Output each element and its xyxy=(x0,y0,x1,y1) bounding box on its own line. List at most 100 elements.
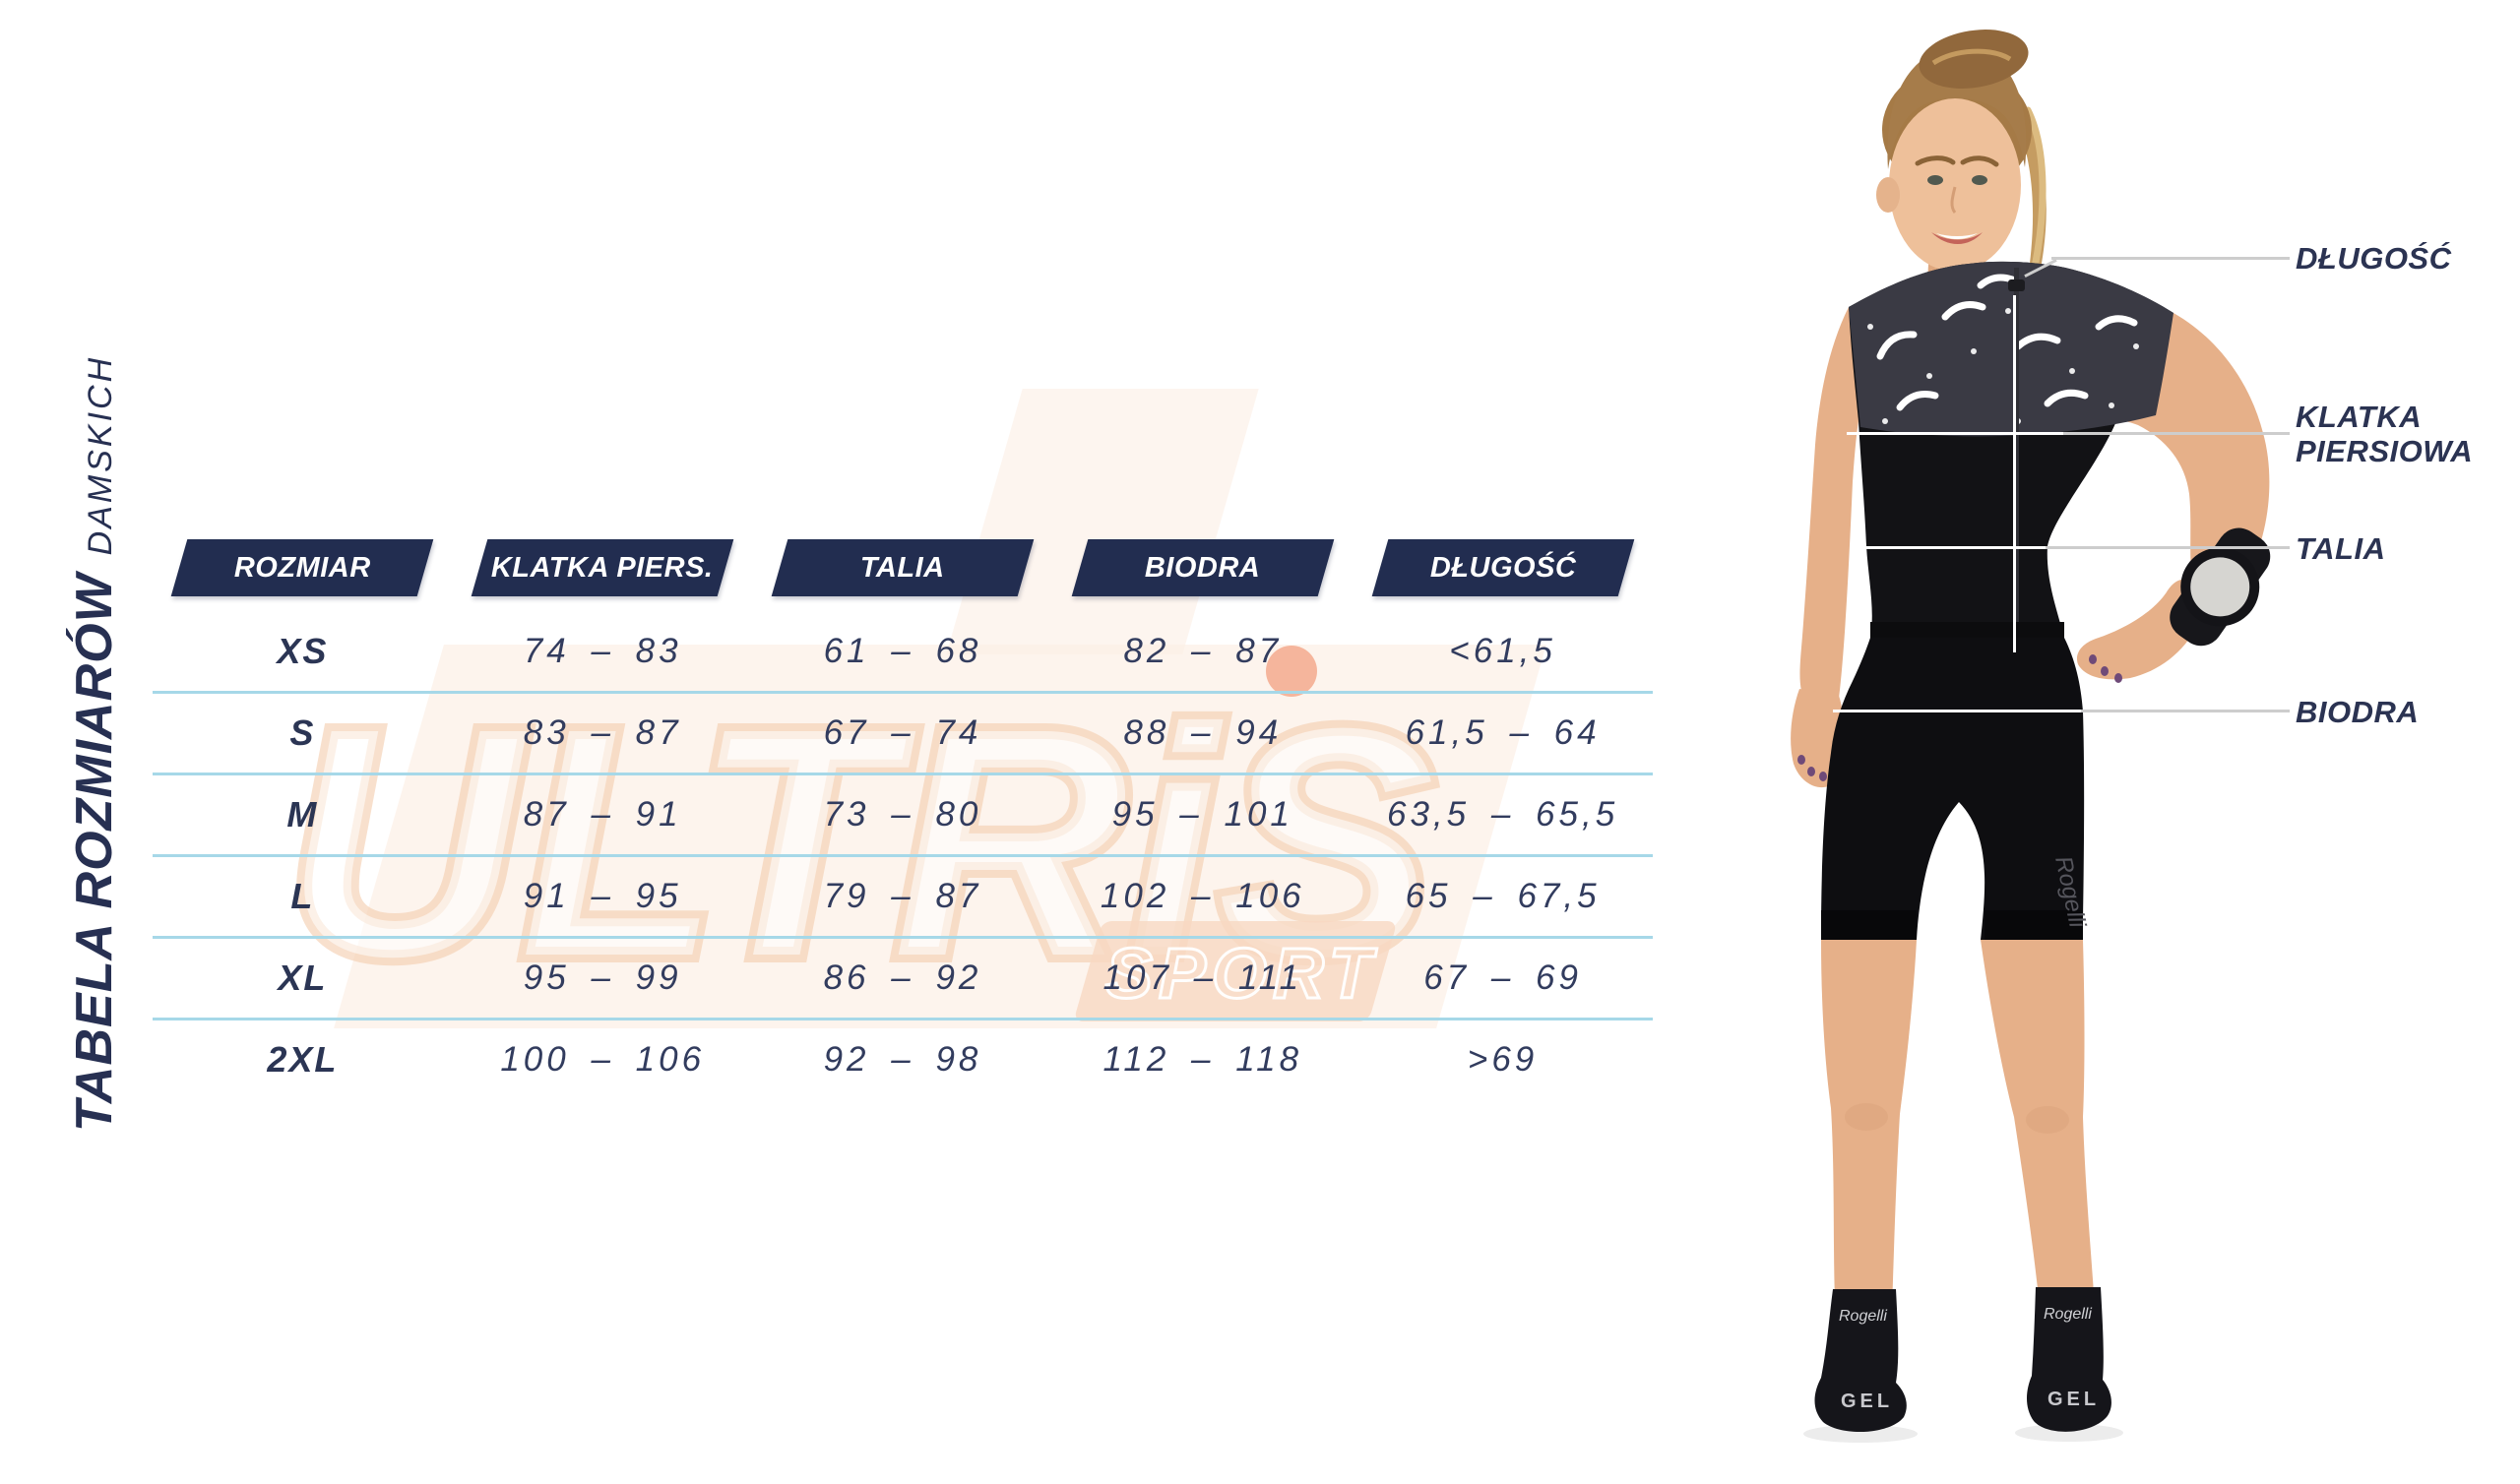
eye xyxy=(1972,175,1987,185)
watermark-brand-svg: ULTRiS xyxy=(278,646,1444,1031)
waist-line-body xyxy=(1863,546,2046,549)
chest-line xyxy=(2063,432,2290,435)
row-divider xyxy=(153,691,1653,694)
watermark-sport-text: SPORT xyxy=(1105,935,1378,1014)
cell-waist: 61 – 68 xyxy=(823,632,982,670)
table-row-l: L 91 – 95 79 – 87 102 – 106 65 – 67,5 xyxy=(153,857,1653,936)
cell-chest: 95 – 99 xyxy=(523,958,682,997)
pattern-crescents xyxy=(1876,274,2138,411)
nail xyxy=(2089,654,2097,664)
label-waist: TALIA xyxy=(2296,531,2386,566)
center-measure-line xyxy=(2013,295,2016,652)
page-title-sub: DAMSKICH xyxy=(82,354,119,556)
cell-length: 65 – 67,5 xyxy=(1405,877,1601,915)
mouth xyxy=(1931,232,1983,244)
table-row-m: M 87 – 91 73 – 80 95 – 101 63,5 – 65,5 xyxy=(153,775,1653,854)
eye xyxy=(1927,175,1943,185)
column-klatka: KLATKA PIERS. xyxy=(453,539,753,596)
shorts-leg-band xyxy=(1984,910,2083,940)
table-row-2xl: 2XL 100 – 106 92 – 98 112 – 118 >69 xyxy=(153,1020,1653,1099)
size-table-body: XS 74 – 83 61 – 68 82 – 87 <61,5 S 83 – … xyxy=(153,612,1653,1099)
column-header-rozmiar: ROZMIAR xyxy=(171,539,434,596)
left-sock xyxy=(1814,1289,1907,1433)
table-row-xl: XL 95 – 99 86 – 92 107 – 111 67 – 69 xyxy=(153,939,1653,1018)
nail xyxy=(1807,767,1815,776)
nail xyxy=(1797,755,1805,765)
watermark-i-dot xyxy=(1266,646,1317,697)
sock-brand-text: Rogelli xyxy=(2044,1306,2092,1323)
hair-bun xyxy=(1919,30,2029,89)
row-divider xyxy=(153,1018,1653,1020)
hips-line-body xyxy=(1833,710,2081,712)
cycling-shorts: Rogelli xyxy=(1821,638,2091,940)
nail xyxy=(2101,666,2109,676)
knee-shading xyxy=(1845,1103,1888,1131)
sock-brand-text: Rogelli xyxy=(1839,1308,1887,1325)
cell-chest: 74 – 83 xyxy=(523,632,682,670)
cell-size: XS xyxy=(277,631,329,671)
cell-size: XL xyxy=(278,958,328,998)
label-hips: BIODRA xyxy=(2296,695,2420,729)
column-header-label: BIODRA xyxy=(1145,551,1261,584)
socks: Rogelli Rogelli GEL GEL xyxy=(1814,1287,2111,1433)
left-leg xyxy=(1821,940,1917,1311)
cell-chest: 91 – 95 xyxy=(523,877,682,915)
pattern-dots xyxy=(1867,308,2139,424)
nail xyxy=(2114,673,2122,683)
column-header-label: DŁUGOŚĆ xyxy=(1429,551,1576,584)
eyebrow xyxy=(1960,155,1999,167)
cell-waist: 73 – 80 xyxy=(823,795,982,834)
watermark-brand-text: ULTRiS xyxy=(285,660,1436,1023)
sock-foot-text: GEL xyxy=(2048,1389,2100,1410)
teeth xyxy=(1936,233,1978,239)
watermark-sport-svg: SPORT xyxy=(1104,934,1378,1016)
row-divider xyxy=(153,854,1653,857)
column-rozmiar: ROZMIAR xyxy=(153,539,453,596)
cell-length: 61,5 – 64 xyxy=(1405,713,1601,752)
cell-hips: 102 – 106 xyxy=(1100,877,1305,915)
cell-length: 63,5 – 65,5 xyxy=(1387,795,1619,834)
waist-line xyxy=(2046,546,2290,549)
hips-line xyxy=(2081,710,2290,712)
column-header-talia: TALIA xyxy=(771,539,1035,596)
size-table-header-row: ROZMIAR KLATKA PIERS. TALIA BIODRA DŁUGO… xyxy=(153,539,1653,596)
column-header-label: TALIA xyxy=(860,551,945,584)
nose xyxy=(1950,186,1957,214)
cell-chest: 87 – 91 xyxy=(523,795,682,834)
length-line xyxy=(2051,257,2290,260)
cell-hips: 88 – 94 xyxy=(1123,713,1283,752)
cell-hips: 107 – 111 xyxy=(1102,958,1303,997)
cell-waist: 92 – 98 xyxy=(823,1040,982,1079)
right-sock xyxy=(2027,1287,2111,1432)
cell-length: >69 xyxy=(1467,1040,1539,1079)
right-hand xyxy=(2076,579,2199,680)
head xyxy=(1876,30,2032,272)
cell-chest: 100 – 106 xyxy=(500,1040,706,1079)
column-dlugosc: DŁUGOŚĆ xyxy=(1353,539,1653,596)
foot-shadow xyxy=(2015,1424,2123,1442)
sock-foot-text: GEL xyxy=(1841,1391,1893,1412)
cell-size: S xyxy=(289,712,316,753)
label-chest-line1: KLATKA xyxy=(2296,400,2423,434)
label-chest-line2: PIERSIOWA xyxy=(2296,434,2474,468)
cell-size: L xyxy=(290,876,315,916)
right-leg xyxy=(1981,940,2095,1307)
ear xyxy=(1876,177,1900,213)
cell-hips: 112 – 118 xyxy=(1102,1040,1303,1079)
column-header-dlugosc: DŁUGOŚĆ xyxy=(1371,539,1634,596)
hem-band xyxy=(1870,622,2064,638)
shorts-leg-band xyxy=(1821,910,1917,940)
label-chest: KLATKA PIERSIOWA xyxy=(2296,400,2473,468)
zipper xyxy=(2014,268,2019,638)
column-header-label: ROZMIAR xyxy=(233,551,371,584)
cycling-top xyxy=(1849,261,2174,638)
cell-size: M xyxy=(286,794,319,835)
hair-strand xyxy=(1931,48,2012,66)
row-divider xyxy=(153,936,1653,939)
column-talia: TALIA xyxy=(753,539,1053,596)
page-title-main: TABELA ROZMIARÓW xyxy=(66,573,123,1132)
cell-hips: 95 – 101 xyxy=(1111,795,1293,834)
row-divider xyxy=(153,773,1653,775)
cell-length: 67 – 69 xyxy=(1423,958,1582,997)
cell-hips: 82 – 87 xyxy=(1123,632,1283,670)
